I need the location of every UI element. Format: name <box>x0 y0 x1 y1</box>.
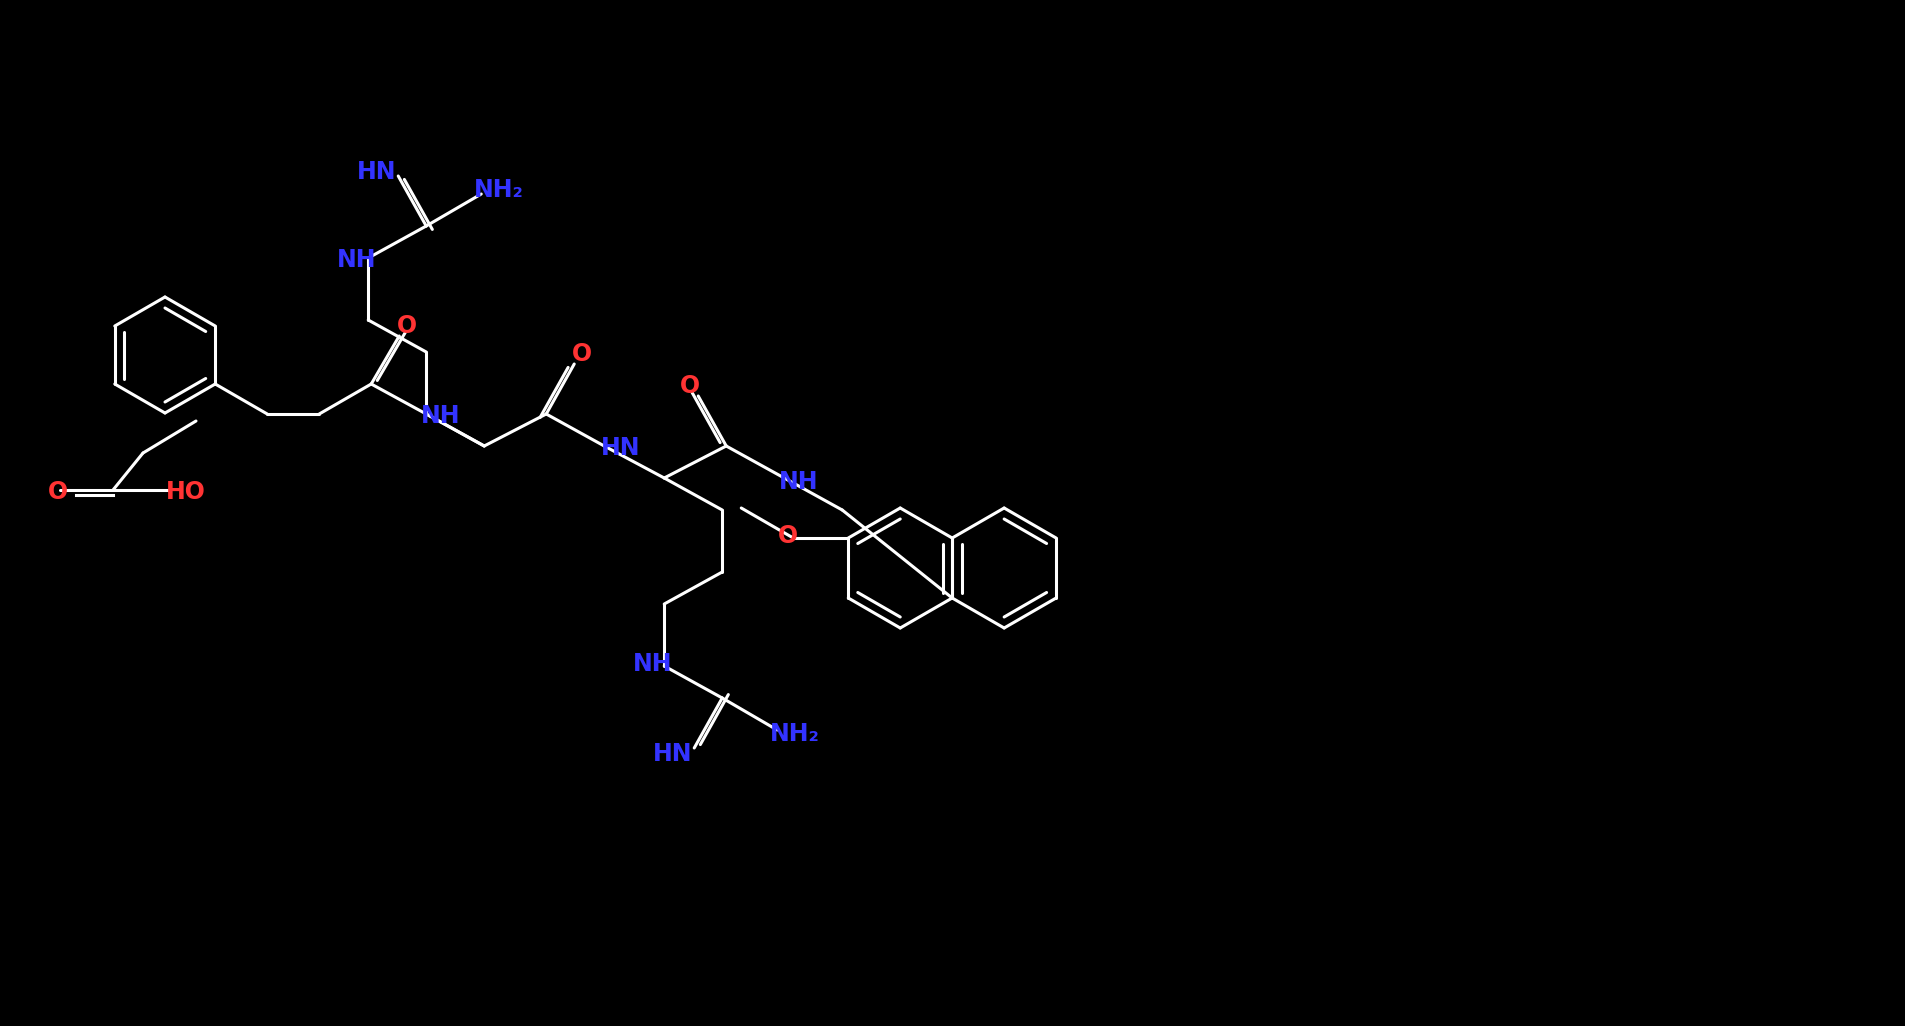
Text: NH: NH <box>337 248 375 272</box>
Text: O: O <box>396 314 417 338</box>
Text: O: O <box>777 524 798 548</box>
Text: O: O <box>572 342 592 366</box>
Text: HN: HN <box>600 436 640 460</box>
Text: O: O <box>48 480 69 504</box>
Text: NH: NH <box>777 470 817 494</box>
Text: HN: HN <box>356 160 396 184</box>
Text: O: O <box>680 374 699 398</box>
Text: HO: HO <box>166 480 206 504</box>
Text: NH: NH <box>421 404 459 428</box>
Text: NH₂: NH₂ <box>770 722 819 746</box>
Text: HN: HN <box>652 742 692 766</box>
Text: NH: NH <box>632 652 672 676</box>
Text: NH₂: NH₂ <box>474 177 524 202</box>
